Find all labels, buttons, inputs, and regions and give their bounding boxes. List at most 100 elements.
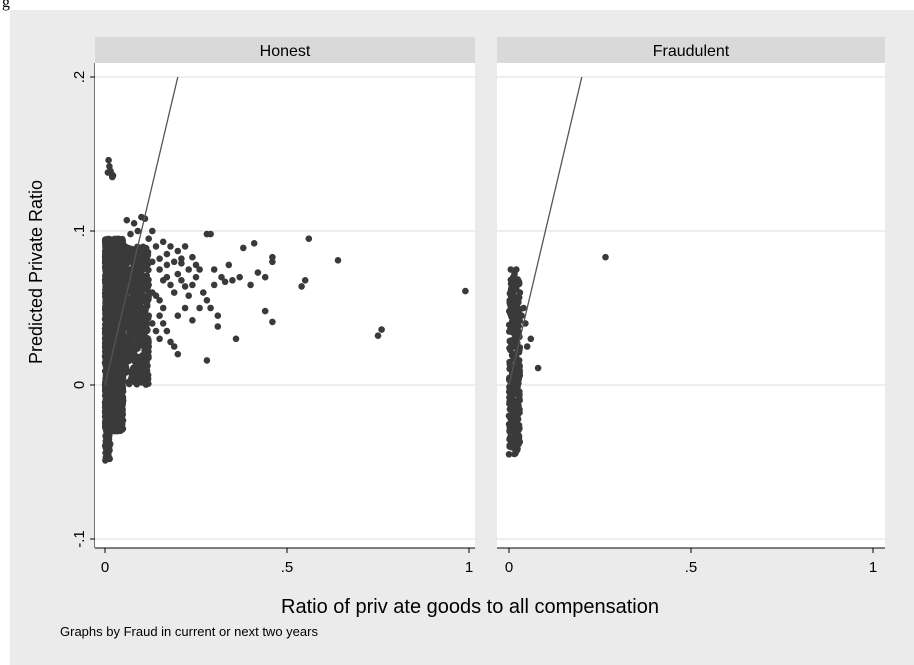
scatter-point [152, 292, 160, 300]
scatter-point [506, 427, 514, 435]
scatter-point [144, 338, 152, 345]
panel-title: Honest [260, 43, 311, 60]
scatter-point [185, 266, 192, 273]
scatter-point [218, 273, 225, 281]
scatter-point [105, 250, 113, 257]
scatter-point [141, 304, 149, 312]
scatter-point [105, 156, 112, 164]
scatter-point [128, 375, 135, 382]
scatter-point [112, 250, 120, 258]
scatter-point [123, 312, 131, 320]
scatter-point [105, 333, 112, 340]
scatter-point [140, 325, 147, 333]
scatter-point [102, 242, 109, 249]
scatter-point [181, 243, 189, 250]
scatter-point [127, 257, 135, 264]
scatter-point [139, 331, 146, 338]
scatter-point [120, 378, 127, 385]
scatter-point [112, 289, 120, 296]
scatter-point [113, 315, 121, 322]
scatter-point [507, 343, 515, 351]
scatter-point [602, 253, 609, 261]
scatter-point [507, 443, 515, 450]
scatter-point [156, 297, 163, 304]
scatter-point [167, 281, 174, 289]
scatter-point [103, 388, 111, 395]
scatter-point [298, 283, 305, 290]
y-axis-label: Predicted Private Ratio [26, 180, 46, 364]
y-tick-label: .2 [71, 71, 88, 84]
scatter-point [210, 281, 218, 289]
scatter-point [214, 323, 222, 330]
scatter-point [116, 258, 123, 266]
scatter-point [138, 255, 145, 262]
scatter-point [269, 253, 276, 261]
scatter-point [505, 451, 513, 458]
scatter-point [514, 447, 521, 454]
scatter-point [144, 249, 152, 256]
scatter-point [156, 312, 163, 320]
scatter-point [134, 366, 142, 373]
scatter-point [103, 414, 110, 421]
scatter-point [103, 300, 110, 307]
scatter-point [104, 402, 112, 409]
scatter-point [301, 277, 309, 284]
scatter-point [134, 289, 142, 296]
scatter-point [130, 304, 137, 311]
x-tick-label: .5 [685, 559, 698, 576]
scatter-point [514, 420, 521, 427]
panel-title: Fraudulent [653, 43, 730, 60]
scatter-point [305, 235, 313, 242]
scatter-point [125, 244, 132, 252]
scatter-point [107, 313, 114, 320]
scatter-point [152, 243, 160, 250]
scatter-point [196, 266, 203, 273]
scatter-point [156, 255, 163, 262]
scatter-point [507, 266, 515, 273]
scatter-point [513, 433, 521, 440]
scatter-point [225, 261, 233, 269]
panel-title-strip [95, 37, 475, 63]
scatter-point [145, 312, 152, 320]
scatter-point [108, 261, 116, 268]
scatter-point [123, 216, 131, 224]
scatter-point [214, 312, 222, 320]
scatter-point [207, 304, 214, 312]
scatter-point [520, 304, 527, 312]
reference-line [508, 76, 583, 386]
scatter-point [511, 317, 519, 324]
scatter-point [515, 390, 522, 397]
scatter-point [261, 273, 269, 281]
scatter-point [104, 169, 112, 176]
scatter-point [106, 272, 114, 279]
scatter-point [200, 289, 207, 296]
x-tick-label: 0 [101, 559, 109, 576]
scatter-point [141, 367, 148, 375]
scatter-point [137, 320, 144, 328]
points-group [101, 76, 469, 464]
scatter-point [511, 285, 519, 293]
scatter-point [138, 266, 145, 273]
scatter-point [170, 289, 178, 296]
scatter-point [506, 358, 513, 366]
scatter-point [156, 335, 163, 343]
scatter-point [163, 327, 171, 335]
panel-title-strip [497, 37, 885, 63]
scatter-point [514, 361, 521, 368]
scatter-point [116, 358, 123, 366]
scatter-point [507, 435, 515, 443]
scatter-point [515, 328, 522, 335]
scatter-point [334, 257, 342, 264]
scatter-point [250, 240, 258, 247]
scatter-point [159, 238, 167, 246]
scatter-point [124, 350, 131, 357]
scatter-point [103, 396, 111, 404]
scatter-point [134, 345, 141, 352]
scatter-point [142, 376, 150, 383]
scatter-point [210, 266, 218, 273]
scatter-point [207, 230, 214, 238]
scatter-point [514, 297, 522, 304]
scatter-point [152, 327, 160, 335]
scatter-point [185, 292, 192, 300]
